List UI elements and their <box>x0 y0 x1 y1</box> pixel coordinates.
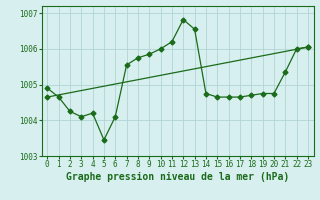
X-axis label: Graphe pression niveau de la mer (hPa): Graphe pression niveau de la mer (hPa) <box>66 172 289 182</box>
